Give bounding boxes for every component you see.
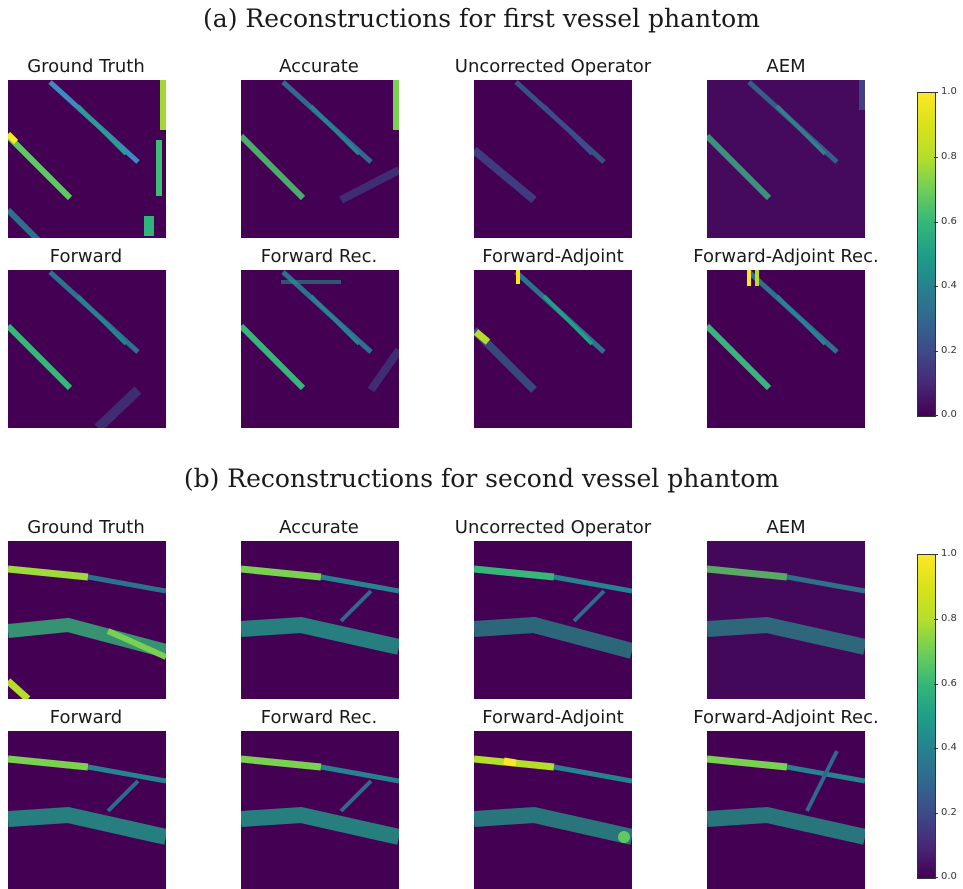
- panel-title-a-forward-rec: Forward Rec.: [260, 246, 378, 267]
- panel-title-a-uncorrected: Uncorrected Operator: [454, 56, 652, 77]
- colorbar-a-tick: [934, 351, 938, 352]
- colorbar-b-ticklabel: 0.2: [941, 807, 957, 818]
- panel-title-b-forward: Forward: [49, 707, 123, 728]
- panel-title-b-uncorrected: Uncorrected Operator: [454, 517, 652, 538]
- panel-title-b-accurate: Accurate: [279, 517, 359, 538]
- image-a-forward: [8, 270, 166, 428]
- panel-title-b-forward-adjoint-rec: Forward-Adjoint Rec.: [693, 707, 879, 728]
- colorbar-a-ticklabel: 1.0: [941, 86, 957, 97]
- colorbar-a-tick: [934, 222, 938, 223]
- image-b-forward-adjoint: [474, 731, 632, 889]
- colorbar-a-tick: [934, 415, 938, 416]
- colorbar-b-ticklabel: 0.6: [941, 678, 957, 689]
- image-a-uncorrected: [474, 80, 632, 238]
- panel-title-a-forward: Forward: [49, 246, 123, 267]
- image-b-ground-truth: [8, 541, 166, 699]
- colorbar-b: [917, 554, 936, 879]
- colorbar-b-tick: [934, 748, 938, 749]
- panel-title-b-aem: AEM: [766, 517, 806, 538]
- colorbar-a-tick: [934, 92, 938, 93]
- colorbar-b-tick: [934, 684, 938, 685]
- colorbar-a-ticklabel: 0.8: [941, 151, 957, 162]
- image-a-forward-rec: [241, 270, 399, 428]
- colorbar-b-ticklabel: 0.8: [941, 613, 957, 624]
- colorbar-b-ticklabel: 0.4: [941, 742, 957, 753]
- section-a-title: (a) Reconstructions for first vessel pha…: [203, 4, 760, 33]
- panel-title-a-forward-adjoint: Forward-Adjoint: [482, 246, 624, 267]
- image-a-accurate: [241, 80, 399, 238]
- colorbar-b-tick: [934, 877, 938, 878]
- image-a-forward-adjoint: [474, 270, 632, 428]
- image-b-aem: [707, 541, 865, 699]
- panel-title-a-ground-truth: Ground Truth: [27, 56, 145, 77]
- colorbar-a-tick: [934, 157, 938, 158]
- panel-title-b-forward-rec: Forward Rec.: [260, 707, 378, 728]
- panel-title-a-accurate: Accurate: [279, 56, 359, 77]
- colorbar-b-tick: [934, 619, 938, 620]
- image-b-uncorrected: [474, 541, 632, 699]
- colorbar-a-ticklabel: 0.2: [941, 345, 957, 356]
- colorbar-a-ticklabel: 0.0: [941, 409, 957, 420]
- colorbar-b-ticklabel: 0.0: [941, 871, 957, 882]
- image-b-forward-adjoint-rec: [707, 731, 865, 889]
- colorbar-b-ticklabel: 1.0: [941, 548, 957, 559]
- section-b-title: (b) Reconstructions for second vessel ph…: [183, 464, 780, 493]
- image-b-forward: [8, 731, 166, 889]
- image-b-accurate: [241, 541, 399, 699]
- panel-title-b-forward-adjoint: Forward-Adjoint: [482, 707, 624, 728]
- colorbar-a-ticklabel: 0.6: [941, 216, 957, 227]
- panel-title-b-ground-truth: Ground Truth: [27, 517, 145, 538]
- image-a-aem: [707, 80, 865, 238]
- colorbar-b-tick: [934, 813, 938, 814]
- colorbar-b-tick: [934, 554, 938, 555]
- panel-title-a-forward-adjoint-rec: Forward-Adjoint Rec.: [693, 246, 879, 267]
- image-a-forward-adjoint-rec: [707, 270, 865, 428]
- colorbar-a-tick: [934, 286, 938, 287]
- image-b-forward-rec: [241, 731, 399, 889]
- panel-title-a-aem: AEM: [766, 56, 806, 77]
- image-a-ground-truth: [8, 80, 166, 238]
- colorbar-a-ticklabel: 0.4: [941, 280, 957, 291]
- colorbar-a: [917, 92, 936, 417]
